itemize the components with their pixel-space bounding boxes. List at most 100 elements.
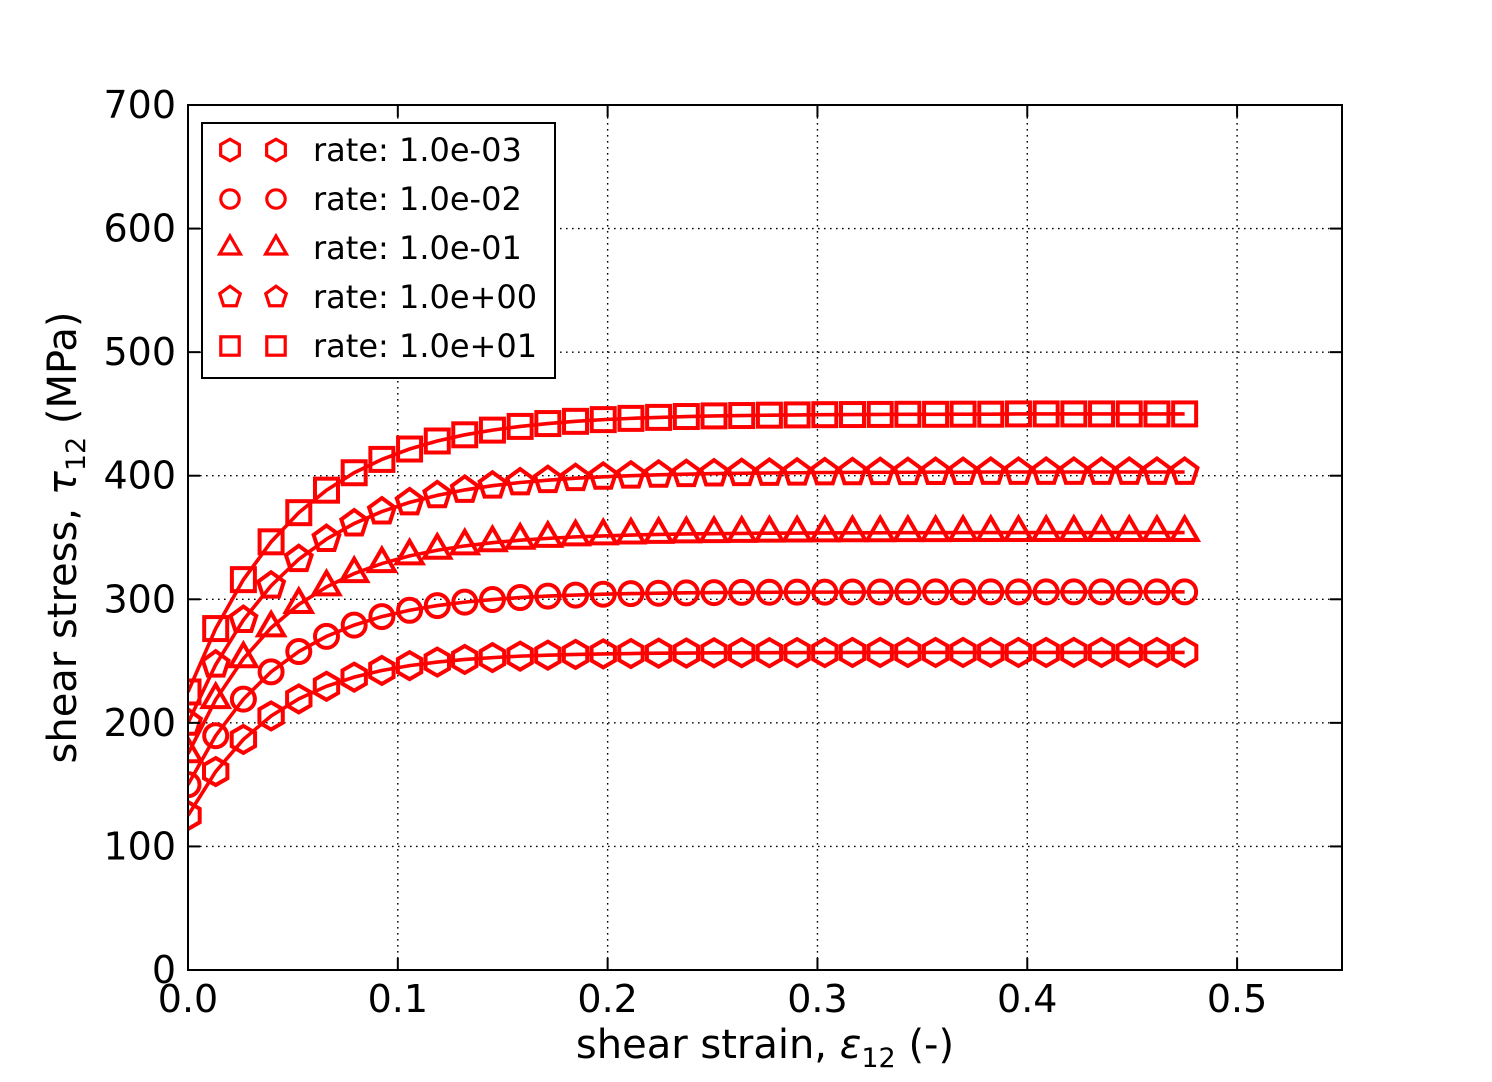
series-marker-pentagon bbox=[671, 458, 702, 488]
series-marker-hexagon bbox=[265, 137, 287, 163]
series-marker-triangle-up bbox=[420, 531, 454, 560]
series-marker-square bbox=[1060, 400, 1088, 428]
series-marker-hexagon bbox=[783, 636, 811, 669]
series-marker-circle bbox=[188, 771, 202, 799]
series-marker-triangle-up bbox=[216, 232, 244, 256]
series-marker-pentagon bbox=[560, 462, 591, 492]
series-marker-square bbox=[728, 402, 756, 430]
series-marker-square bbox=[478, 416, 506, 444]
series-marker-triangle-up bbox=[310, 567, 343, 597]
series-marker-hexagon bbox=[617, 637, 645, 670]
series-marker-pentagon bbox=[1086, 456, 1117, 485]
y-tick-label: 600 bbox=[103, 207, 176, 251]
series-marker-pentagon bbox=[228, 604, 259, 633]
series-marker-hexagon bbox=[257, 700, 285, 732]
series-marker-pentagon bbox=[1141, 456, 1173, 485]
series-marker-square bbox=[672, 403, 700, 431]
series-marker-circle bbox=[451, 588, 479, 616]
series-marker-square bbox=[1171, 400, 1199, 428]
series-marker-hexagon bbox=[949, 636, 977, 669]
series-marker-hexagon bbox=[506, 640, 534, 672]
series-marker-hexagon bbox=[229, 723, 258, 756]
series-marker-square bbox=[265, 335, 287, 357]
series-rate--1-0e+00 bbox=[188, 456, 1200, 736]
series-marker-circle bbox=[783, 578, 811, 606]
x-axis-label: shear strain, ε12 (-) bbox=[576, 1022, 954, 1074]
series-marker-pentagon bbox=[477, 469, 508, 499]
x-tick-label: 0.1 bbox=[368, 977, 428, 1021]
series-marker-triangle-up bbox=[669, 514, 703, 544]
series-marker-triangle-up bbox=[226, 639, 260, 669]
series-marker-square bbox=[866, 400, 894, 428]
series-marker-square bbox=[423, 427, 451, 455]
series-marker-pentagon bbox=[532, 464, 564, 494]
series-marker-square bbox=[811, 401, 839, 429]
series-line bbox=[188, 412, 1185, 693]
series-rate--1-0e-02 bbox=[188, 578, 1199, 799]
series-marker-circle bbox=[265, 188, 287, 210]
legend-label: rate: 1.0e+01 bbox=[313, 327, 537, 365]
x-axis-label-subscript: 12 bbox=[861, 1043, 895, 1074]
series-marker-circle bbox=[977, 578, 1005, 606]
series-marker-pentagon bbox=[1003, 456, 1034, 485]
series-marker-circle bbox=[949, 578, 977, 606]
series-marker-triangle-up bbox=[752, 514, 786, 543]
series-marker-square bbox=[1004, 400, 1032, 428]
series-marker-square bbox=[506, 412, 534, 440]
series-marker-circle bbox=[478, 586, 506, 614]
series-marker-pentagon bbox=[615, 459, 647, 489]
series-marker-pentagon bbox=[892, 456, 924, 486]
series-marker-pentagon bbox=[200, 648, 231, 678]
series-rate--1-0e+01 bbox=[188, 400, 1199, 706]
series-marker-pentagon bbox=[338, 507, 370, 537]
series-marker-circle bbox=[534, 582, 562, 610]
series-marker-pentagon bbox=[947, 456, 979, 486]
series-marker-pentagon bbox=[449, 473, 480, 503]
series-marker-triangle-up bbox=[337, 554, 371, 584]
series-marker-square bbox=[783, 401, 811, 429]
series-marker-hexagon bbox=[866, 636, 894, 669]
series-marker-pentagon bbox=[975, 456, 1006, 485]
series-marker-pentagon bbox=[422, 479, 453, 509]
series-marker-triangle-up bbox=[1029, 513, 1063, 543]
series-marker-pentagon bbox=[920, 456, 951, 486]
series-marker-square bbox=[285, 499, 313, 527]
series-marker-hexagon bbox=[423, 646, 451, 678]
series-marker-circle bbox=[1171, 578, 1199, 606]
series-marker-hexagon bbox=[921, 636, 950, 669]
series-marker-circle bbox=[866, 578, 894, 606]
x-tick-label: 0.5 bbox=[1207, 977, 1267, 1021]
series-marker-pentagon bbox=[1169, 456, 1200, 485]
series-marker-hexagon bbox=[395, 649, 424, 682]
series-marker-pentagon bbox=[837, 456, 868, 486]
series-marker-circle bbox=[562, 581, 590, 609]
y-tick-label: 300 bbox=[103, 577, 176, 621]
series-marker-square bbox=[1032, 400, 1060, 428]
series-marker-triangle-up bbox=[1085, 513, 1119, 543]
series-marker-pentagon bbox=[188, 706, 204, 736]
series-marker-hexagon bbox=[838, 636, 867, 669]
series-line bbox=[188, 530, 1185, 755]
y-axis-label: shear stress, τ12 (MPa) bbox=[40, 311, 92, 763]
series-marker-pentagon bbox=[504, 466, 536, 496]
series-marker-triangle-up bbox=[503, 521, 537, 550]
series-marker-circle bbox=[728, 578, 756, 606]
series-marker-circle bbox=[229, 685, 257, 713]
series-marker-triangle-up bbox=[863, 513, 897, 543]
y-tick-label: 0 bbox=[152, 948, 176, 992]
series-marker-circle bbox=[700, 579, 728, 607]
series-marker-square bbox=[534, 410, 562, 438]
series-marker-triangle-up bbox=[919, 513, 953, 543]
series-marker-triangle-up bbox=[974, 513, 1008, 543]
series-marker-circle bbox=[589, 580, 617, 608]
y-axis-label-prefix: shear stress, bbox=[40, 495, 86, 763]
series-marker-triangle-up bbox=[282, 585, 316, 614]
series-marker-square bbox=[977, 400, 1005, 428]
series-marker-triangle-up bbox=[559, 517, 592, 547]
y-tick-label: 400 bbox=[103, 454, 176, 498]
series-marker-square bbox=[396, 435, 424, 463]
series-marker-triangle-up bbox=[946, 513, 980, 543]
series-marker-hexagon bbox=[644, 637, 673, 669]
series-marker-triangle-up bbox=[448, 526, 482, 556]
